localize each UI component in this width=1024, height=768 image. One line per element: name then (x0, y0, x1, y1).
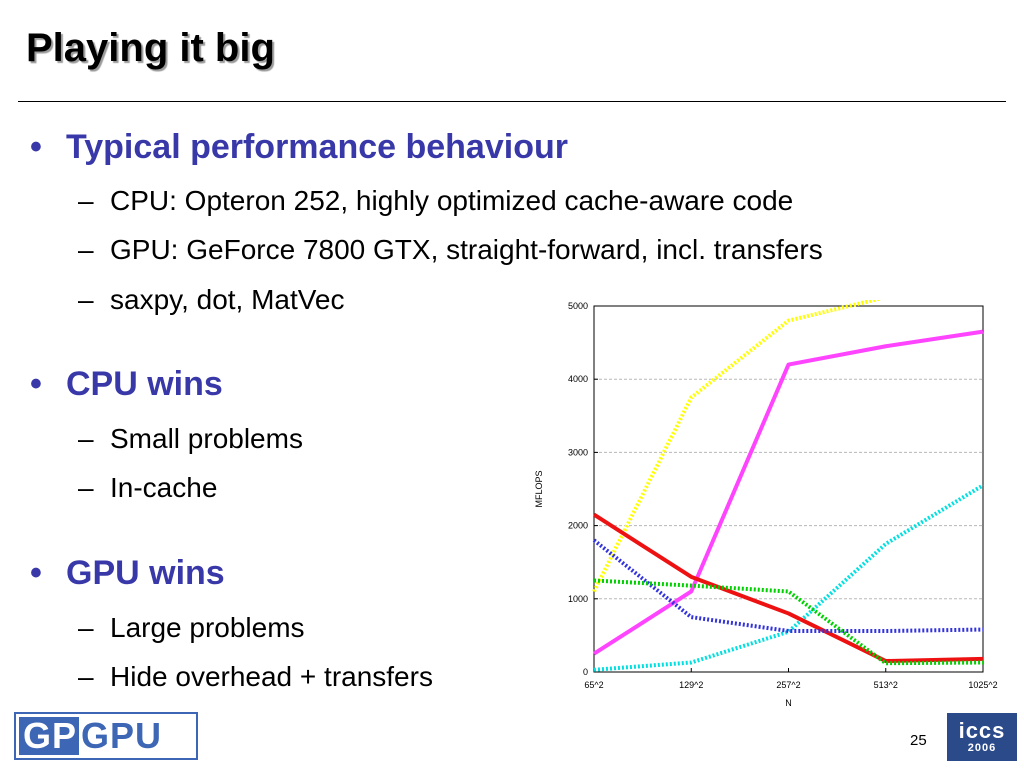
sub-bullet-small-problems: – Small problems (78, 423, 303, 455)
bullet-text: GPU wins (66, 554, 225, 592)
bullet-cpu-wins: • CPU wins (30, 365, 223, 404)
x-tick-label: 513^2 (874, 680, 898, 690)
dash-glyph: – (78, 661, 94, 692)
gpgpu-logo: GP GPU (14, 712, 198, 760)
bullet-text: CPU wins (66, 365, 223, 403)
x-axis-label: N (785, 698, 792, 708)
mflops-line-chart: 0 1000 2000 3000 4000 5000 65^2 129^2 257^2 513^2… (534, 300, 998, 708)
y-tick-label: 3000 (568, 447, 588, 457)
sub-bullet-text: Small problems (110, 423, 303, 454)
sub-bullet-large-problems: – Large problems (78, 612, 305, 644)
x-tick-label: 257^2 (776, 680, 800, 690)
sub-bullet-gpu: – GPU: GeForce 7800 GTX, straight-forward… (78, 234, 823, 266)
y-tick-label: 4000 (568, 374, 588, 384)
sub-bullet-text: Large problems (110, 612, 305, 643)
x-tick-label: 129^2 (679, 680, 703, 690)
bullet-gpu-wins: • GPU wins (30, 554, 225, 593)
slide-number: 25 (910, 732, 927, 749)
bullet-text: Typical performance behaviour (66, 128, 568, 166)
series-line-1 (592, 300, 883, 593)
sub-bullet-text: saxpy, dot, MatVec (110, 284, 345, 315)
x-tick-label: 1025^2 (968, 680, 997, 690)
series-line-2 (592, 329, 984, 656)
sub-bullet-cpu: – CPU: Opteron 252, highly optimized cach… (78, 185, 793, 217)
y-tick-label: 0 (583, 667, 588, 677)
iccs-logo-name: iccs (958, 717, 1006, 743)
x-tick-label: 65^2 (584, 680, 603, 690)
iccs-logo-year: 2006 (967, 741, 997, 754)
series-line-6 (593, 578, 984, 666)
series-line-4 (592, 512, 984, 664)
dash-glyph: – (78, 423, 94, 454)
sub-bullet-text: CPU: Opteron 252, highly optimized cache… (110, 185, 794, 216)
bullet-glyph: • (30, 554, 42, 592)
dash-glyph: – (78, 284, 94, 315)
series-line-3 (593, 483, 985, 672)
y-tick-label: 2000 (568, 521, 588, 531)
sub-bullet-text: GPU: GeForce 7800 GTX, straight-forward,… (110, 234, 823, 265)
gpgpu-logo-gp: GP (19, 716, 80, 756)
iccs-logo: iccs 2006 (947, 713, 1017, 761)
sub-bullet-text: In-cache (110, 472, 218, 503)
dash-glyph: – (78, 612, 94, 643)
dash-glyph: – (78, 472, 94, 503)
gpgpu-logo-gpu: GPU (79, 716, 167, 756)
sub-bullet-hide-overhead: – Hide overhead + transfers (78, 661, 433, 693)
y-axis-label: MFLOPS (534, 470, 544, 507)
title-divider (18, 101, 1006, 102)
y-tick-label: 5000 (568, 301, 588, 311)
sub-bullet-kernels: – saxpy, dot, MatVec (78, 284, 345, 316)
bullet-glyph: • (30, 128, 42, 166)
slide-title: Playing it big (26, 26, 275, 70)
sub-bullet-text: Hide overhead + transfers (110, 661, 433, 692)
bullet-glyph: • (30, 365, 42, 403)
dash-glyph: – (78, 234, 94, 265)
sub-bullet-in-cache: – In-cache (78, 472, 217, 504)
plot-frame (593, 305, 984, 673)
y-tick-label: 1000 (568, 594, 588, 604)
bullet-typical-performance: • Typical performance behaviour (30, 128, 568, 167)
dash-glyph: – (78, 185, 94, 216)
